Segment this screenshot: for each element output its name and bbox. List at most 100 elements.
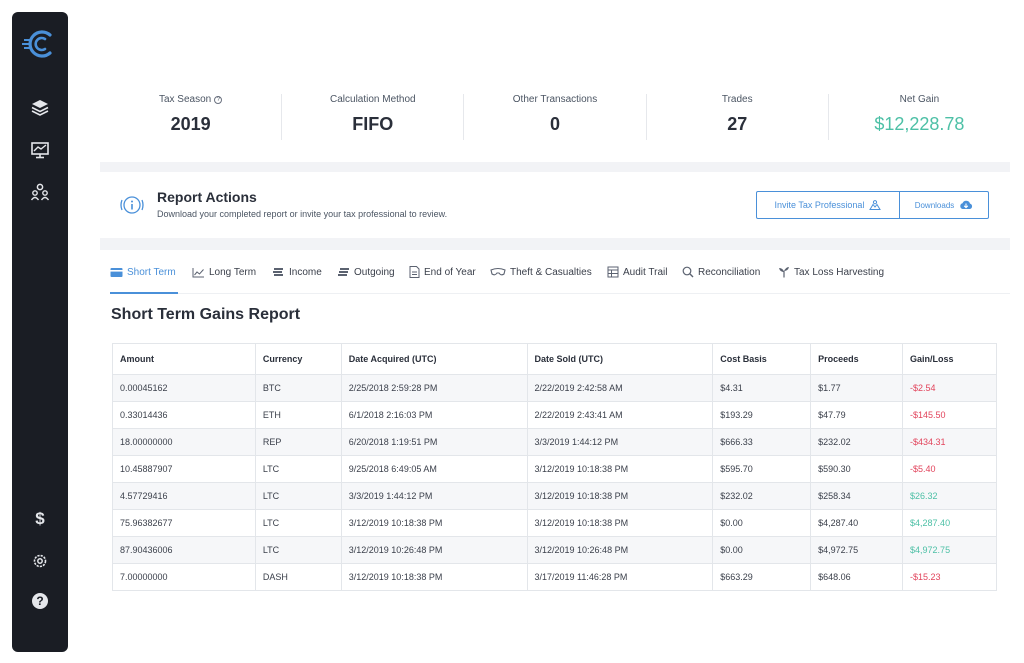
stat-label: Tax Season bbox=[158, 94, 212, 105]
stat-label: Trades bbox=[721, 94, 753, 105]
stat-value: 27 bbox=[727, 114, 748, 134]
app-logo-icon[interactable] bbox=[22, 26, 58, 62]
stat-tax-season[interactable]: Tax Season? 2019 bbox=[100, 94, 283, 140]
tab-end-of-year[interactable]: End of Year bbox=[409, 264, 476, 280]
table-row[interactable]: 0.00045162 BTC 2/25/2018 2:59:28 PM 2/22/20… bbox=[112, 374, 997, 402]
table-cell: 2/25/2018 2:59:28 PM bbox=[340, 374, 528, 402]
table-header-row: Amount Currency Date Acquired (UTC) Date So… bbox=[112, 343, 997, 375]
table-cell: 6/1/2018 2:16:03 PM bbox=[340, 401, 528, 429]
table-cell: 10.45887907 bbox=[112, 455, 256, 483]
help-icon[interactable]: ? bbox=[32, 593, 48, 609]
report-title: Short Term Gains Report bbox=[111, 306, 301, 323]
audit-trail-icon bbox=[607, 266, 619, 278]
info-hands-icon bbox=[120, 196, 144, 214]
tab-theft-casualties[interactable]: Theft & Casualties bbox=[490, 264, 592, 280]
table-cell: $666.33 bbox=[712, 428, 812, 456]
column-header[interactable]: Currency bbox=[254, 343, 342, 375]
table-cell: -$145.50 bbox=[902, 401, 997, 429]
table-cell: $26.32 bbox=[902, 482, 997, 510]
tab-audit-trail[interactable]: Audit Trail bbox=[607, 264, 667, 280]
stats-bar: Tax Season? 2019 Calculation Method FIFO… bbox=[100, 72, 1010, 162]
main-panel: Tax Season? 2019 Calculation Method FIFO… bbox=[100, 72, 1010, 592]
cloud-download-icon bbox=[960, 200, 973, 209]
table-cell: $4,972.75 bbox=[810, 536, 904, 564]
dollar-icon[interactable]: $ bbox=[35, 509, 45, 528]
income-icon bbox=[273, 267, 283, 276]
table-row[interactable]: 10.45887907 LTC 9/25/2018 6:49:05 AM 3/12/2… bbox=[112, 455, 997, 483]
table-cell: -$5.40 bbox=[902, 455, 997, 483]
table-cell: 3/12/2019 10:18:38 PM bbox=[526, 455, 714, 483]
column-header[interactable]: Cost Basis bbox=[712, 343, 812, 375]
chart-monitor-icon[interactable] bbox=[30, 140, 50, 160]
tab-label: Tax Loss Harvesting bbox=[794, 266, 885, 278]
column-header[interactable]: Date Acquired (UTC) bbox=[340, 343, 528, 375]
table-cell: 3/3/2019 1:44:12 PM bbox=[340, 482, 528, 510]
table-cell: -$2.54 bbox=[902, 374, 997, 402]
table-row[interactable]: 0.33014436 ETH 6/1/2018 2:16:03 PM 2/22/201… bbox=[112, 401, 997, 429]
table-cell: $258.34 bbox=[810, 482, 904, 510]
table-cell: $0.00 bbox=[712, 509, 812, 537]
tab-label: Reconciliation bbox=[698, 266, 761, 278]
info-icon[interactable]: ? bbox=[214, 96, 223, 104]
short-term-icon bbox=[110, 267, 123, 277]
tab-short-term[interactable]: Short Term bbox=[110, 264, 176, 280]
column-header[interactable]: Date Sold (UTC) bbox=[526, 343, 714, 375]
layers-icon[interactable] bbox=[30, 98, 50, 118]
column-header[interactable]: Gain/Loss bbox=[902, 343, 997, 375]
table-cell: 3/17/2019 11:46:28 PM bbox=[526, 563, 714, 591]
table-row[interactable]: 18.00000000 REP 6/20/2018 1:19:51 PM 3/3/20… bbox=[112, 428, 997, 456]
table-cell: $0.00 bbox=[712, 536, 812, 564]
table-cell: 0.33014436 bbox=[112, 401, 256, 429]
users-icon[interactable] bbox=[30, 182, 50, 202]
gear-icon[interactable] bbox=[30, 551, 50, 571]
stat-trades: Trades 27 bbox=[647, 94, 829, 140]
tab-tax-loss-harvesting[interactable]: Tax Loss Harvesting bbox=[778, 264, 884, 280]
tab-label: Long Term bbox=[209, 266, 257, 278]
tab-long-term[interactable]: Long Term bbox=[192, 264, 256, 280]
column-header[interactable]: Amount bbox=[112, 343, 256, 375]
table-cell: 2/22/2019 2:42:58 AM bbox=[526, 374, 714, 402]
table-cell: 6/20/2018 1:19:51 PM bbox=[340, 428, 528, 456]
table-row[interactable]: 7.00000000 DASH 3/12/2019 10:18:38 PM 3/17/… bbox=[112, 563, 997, 591]
table-cell: LTC bbox=[254, 455, 342, 483]
long-term-icon bbox=[192, 267, 204, 277]
reconciliation-icon bbox=[682, 266, 694, 278]
downloads-button[interactable]: Downloads bbox=[900, 192, 988, 218]
table-row[interactable]: 75.96382677 LTC 3/12/2019 10:18:38 PM 3/12/… bbox=[112, 509, 997, 537]
tab-outgoing[interactable]: Outgoing bbox=[337, 264, 395, 280]
stat-label: Net Gain bbox=[899, 94, 940, 105]
stat-label: Calculation Method bbox=[330, 94, 416, 105]
table-cell: 9/25/2018 6:49:05 AM bbox=[340, 455, 528, 483]
report-actions-subtitle: Download your completed report or invite… bbox=[157, 209, 448, 219]
table-cell: DASH bbox=[254, 563, 342, 591]
stat-value: 2019 bbox=[170, 114, 211, 134]
table-cell: 75.96382677 bbox=[112, 509, 256, 537]
tab-label: Outgoing bbox=[354, 266, 395, 278]
table-cell: 3/12/2019 10:18:38 PM bbox=[340, 509, 528, 537]
table-cell: 3/3/2019 1:44:12 PM bbox=[526, 428, 714, 456]
table-cell: 7.00000000 bbox=[112, 563, 256, 591]
table-cell: -$434.31 bbox=[902, 428, 997, 456]
table-cell: $4,287.40 bbox=[810, 509, 904, 537]
tab-label: Audit Trail bbox=[623, 266, 668, 278]
stat-net-gain: Net Gain $12,228.78 bbox=[829, 94, 1010, 140]
tab-reconciliation[interactable]: Reconciliation bbox=[682, 264, 760, 280]
stat-value: FIFO bbox=[352, 114, 394, 134]
table-row[interactable]: 87.90436006 LTC 3/12/2019 10:26:48 PM 3/12/… bbox=[112, 536, 997, 564]
invite-tax-professional-button[interactable]: Invite Tax Professional bbox=[757, 192, 900, 218]
report-actions-title: Report Actions bbox=[157, 189, 257, 205]
tab-label: Income bbox=[289, 266, 322, 278]
table-cell: 3/12/2019 10:18:38 PM bbox=[526, 509, 714, 537]
table-cell: 2/22/2019 2:43:41 AM bbox=[526, 401, 714, 429]
tab-income[interactable]: Income bbox=[272, 264, 322, 280]
table-cell: LTC bbox=[254, 536, 342, 564]
report-actions-panel: Report Actions Download your completed r… bbox=[100, 172, 1010, 238]
tab-label: End of Year bbox=[424, 266, 476, 278]
table-cell: LTC bbox=[254, 482, 342, 510]
column-header[interactable]: Proceeds bbox=[810, 343, 904, 375]
table-cell: $232.02 bbox=[712, 482, 812, 510]
table-cell: $47.79 bbox=[810, 401, 904, 429]
people-icon bbox=[869, 200, 882, 210]
table-cell: $4.31 bbox=[712, 374, 812, 402]
table-row[interactable]: 4.57729416 LTC 3/3/2019 1:44:12 PM 3/12/201… bbox=[112, 482, 997, 510]
